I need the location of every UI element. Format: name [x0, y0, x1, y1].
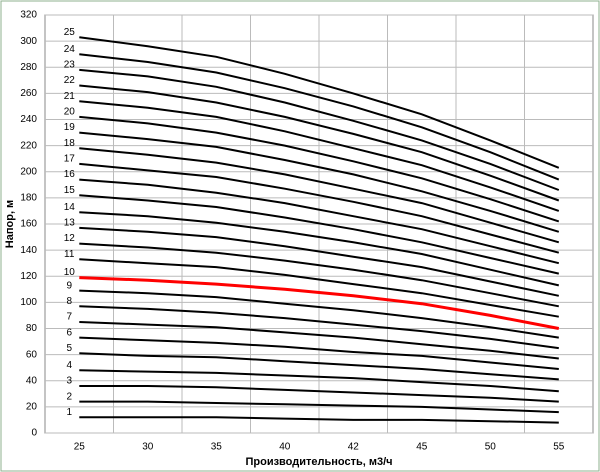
- curve-label: 13: [64, 218, 76, 229]
- curve-label: 11: [64, 249, 75, 260]
- curve-label: 25: [64, 27, 76, 38]
- y-tick-label: 240: [20, 114, 37, 125]
- curve: [79, 194, 560, 275]
- curve: [79, 115, 560, 223]
- curve-label: 10: [64, 267, 76, 278]
- curve: [79, 68, 560, 191]
- curve: [79, 84, 560, 202]
- curve-label: 8: [66, 296, 72, 307]
- y-tick-label: 40: [26, 375, 38, 386]
- curve: [79, 162, 560, 254]
- curve-label: 19: [64, 122, 76, 133]
- curve-label: 3: [66, 376, 72, 387]
- y-tick-label: 60: [26, 349, 38, 360]
- x-axis-title: Производительность, м3/ч: [245, 456, 392, 468]
- curve: [79, 385, 559, 403]
- y-tick-label: 80: [26, 323, 38, 334]
- curve-label: 20: [64, 107, 76, 118]
- curve-label: 9: [66, 280, 72, 291]
- y-tick-label: 20: [26, 402, 38, 413]
- y-tick-label: 280: [20, 62, 37, 73]
- curve-label: 23: [64, 60, 76, 71]
- curve: [79, 321, 559, 360]
- x-tick-label: 45: [416, 442, 428, 453]
- y-tick-label: 220: [20, 140, 37, 151]
- curve-label: 14: [64, 202, 76, 213]
- curve-label: 22: [64, 75, 76, 86]
- curve: [79, 258, 559, 318]
- y-tick-label: 180: [20, 193, 37, 204]
- y-tick-label: 0: [31, 428, 37, 439]
- curve: [79, 352, 559, 381]
- y-tick-label: 100: [20, 297, 37, 308]
- y-tick-label: 160: [20, 219, 37, 230]
- curve: [79, 53, 560, 181]
- y-axis-title: Напор, м: [4, 200, 16, 248]
- curve-label: 24: [64, 44, 76, 55]
- x-tick-label: 35: [211, 442, 223, 453]
- curve-label: 18: [64, 138, 76, 149]
- curve-label: 1: [66, 407, 72, 418]
- curve-label: 2: [66, 391, 72, 402]
- curve: [79, 400, 559, 414]
- curve: [79, 416, 559, 424]
- x-tick-label: 40: [279, 442, 291, 453]
- curve-label: 7: [66, 312, 72, 323]
- curve: [79, 36, 560, 169]
- curve: [79, 305, 559, 350]
- curve: [79, 178, 560, 265]
- curve-label: 21: [64, 91, 76, 102]
- curve-label: 12: [64, 233, 76, 244]
- curve: [79, 242, 559, 308]
- x-tick-label: 50: [485, 442, 497, 453]
- curve: [79, 276, 560, 330]
- curve-label: 17: [64, 154, 76, 165]
- curve: [79, 147, 560, 244]
- curve: [79, 211, 560, 287]
- y-tick-label: 200: [20, 166, 37, 177]
- x-tick-label: 25: [74, 442, 86, 453]
- x-tick-label: 55: [553, 442, 565, 453]
- curve: [79, 100, 560, 212]
- curve: [79, 289, 559, 339]
- curve: [79, 369, 559, 393]
- curve-label: 6: [66, 327, 72, 338]
- y-tick-label: 300: [20, 36, 37, 47]
- x-tick-label: 30: [142, 442, 154, 453]
- x-tick-label: 42: [348, 442, 360, 453]
- curve-label: 4: [66, 360, 72, 371]
- y-tick-label: 320: [20, 10, 37, 21]
- curve: [79, 226, 560, 297]
- curve-label: 16: [64, 169, 76, 180]
- curve: [79, 131, 560, 233]
- curve-label: 15: [64, 185, 76, 196]
- curve: [79, 336, 559, 370]
- y-tick-label: 120: [20, 271, 37, 282]
- y-tick-label: 260: [20, 88, 37, 99]
- y-tick-label: 140: [20, 245, 37, 256]
- curve-label: 5: [66, 343, 72, 354]
